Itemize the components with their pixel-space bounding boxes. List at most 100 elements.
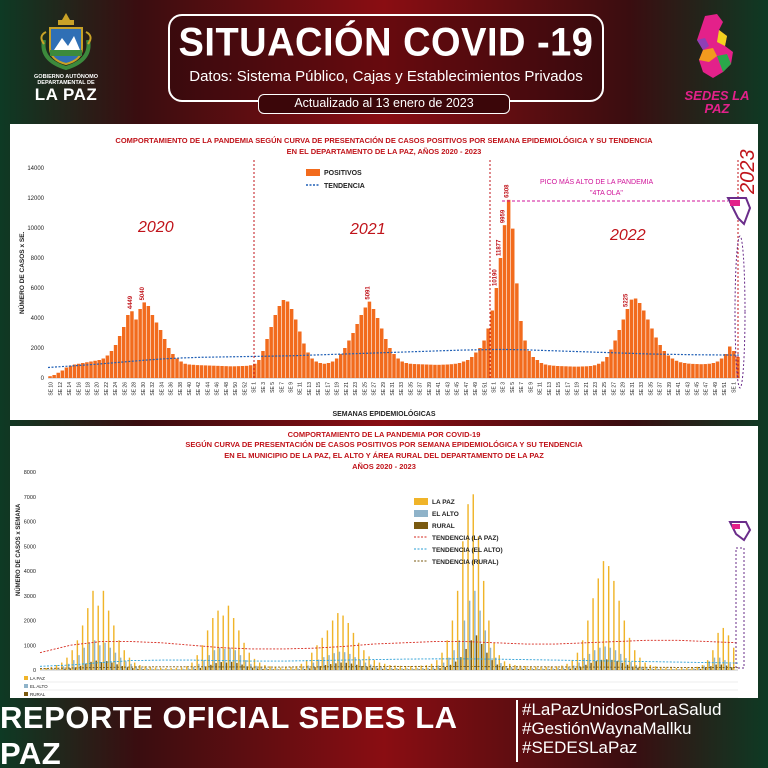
- chart2-bar-elalto: [182, 668, 184, 670]
- chart2-bar-rural: [69, 668, 71, 670]
- chart2-bar-rural: [303, 668, 306, 670]
- chart1-bar: [89, 361, 93, 378]
- chart2-bar-lapaz: [66, 657, 68, 670]
- chart1-bar: [375, 318, 380, 378]
- chart2-bar-elalto: [208, 655, 210, 670]
- chart1-bar: [248, 365, 253, 378]
- chart1-xtick: SE 9: [289, 382, 295, 393]
- chart2-bar-lapaz: [45, 668, 47, 670]
- chart2-bar-elalto: [453, 650, 455, 670]
- chart2-bar-elalto: [187, 668, 190, 670]
- chart1-xtick: SE 21: [584, 382, 590, 396]
- chart2-bar-elalto: [547, 668, 549, 670]
- chart1-bar: [490, 310, 495, 378]
- chart1-data-label: 11877: [496, 239, 502, 256]
- chart2-bar-rural: [595, 661, 598, 670]
- chart1-bar: [670, 358, 675, 378]
- chart1-data-label: 4449: [128, 295, 134, 309]
- chart2-bar-elalto: [307, 665, 309, 670]
- chart1-bar: [293, 319, 298, 378]
- chart1-bar: [445, 364, 449, 378]
- chart1-bar: [674, 360, 679, 378]
- legend-lapaz-swatch: [414, 498, 428, 505]
- chart1-bar: [310, 358, 314, 378]
- chart2-bar-lapaz: [696, 666, 698, 670]
- chart2-bar-rural: [402, 669, 405, 670]
- chart2-bar-lapaz: [144, 666, 146, 670]
- chart1-bar: [572, 366, 576, 378]
- chart2-bar-lapaz: [206, 630, 209, 670]
- chart2-bar-elalto: [724, 660, 726, 670]
- chart2-bar-rural: [251, 667, 254, 670]
- chart1-bar: [64, 367, 69, 378]
- chart2-bar-elalto: [625, 658, 627, 670]
- chart1-bar: [122, 327, 126, 378]
- chart1-bar: [273, 315, 278, 378]
- chart1-bar: [642, 310, 646, 378]
- chart2-bar-elalto: [599, 647, 601, 670]
- chart2-bar-rural: [538, 669, 540, 670]
- chart2-bar-elalto: [229, 647, 231, 670]
- chart1-bar: [207, 365, 212, 378]
- chart2-bar-rural: [418, 669, 420, 670]
- chart2-bar-rural: [361, 666, 363, 670]
- chart2-bar-lapaz: [441, 652, 443, 670]
- chart1-bar: [416, 364, 421, 378]
- chart2-bar-elalto: [672, 669, 674, 670]
- chart-panel-municipalities: COMPORTAMIENTO DE LA PANDEMIA POR COVID-…: [10, 426, 758, 698]
- chart2-bar-rural: [527, 669, 530, 670]
- chart1-xtick: SE 52: [242, 382, 248, 396]
- chart1-ytick: 14000: [27, 166, 44, 172]
- chart2-bar-rural: [548, 669, 551, 670]
- chart2-bar-lapaz: [165, 668, 167, 670]
- chart1-xtick: SE 49: [473, 382, 479, 396]
- chart2-bar-rural: [517, 668, 519, 670]
- chart2-bar-lapaz: [550, 666, 553, 670]
- chart2-bar-rural: [507, 668, 509, 670]
- chart1-bar: [265, 339, 269, 378]
- chart1-bar: [240, 366, 245, 378]
- chart2-bar-lapaz: [305, 660, 308, 670]
- chart2-bar-lapaz: [357, 642, 360, 670]
- chart1-xtick: SE 10: [49, 382, 55, 396]
- chart2-bar-rural: [642, 668, 644, 670]
- chart2-bar-rural: [475, 635, 478, 670]
- chart1-bar: [429, 364, 433, 378]
- chart1-xtick: SE 24: [113, 382, 119, 396]
- chart2-bar-rural: [543, 669, 545, 670]
- chart1-xtick: SE 41: [436, 382, 442, 396]
- chart2-bar-elalto: [437, 665, 440, 670]
- chart2-bar-elalto: [390, 667, 393, 670]
- chart1-data-label: 9959: [501, 209, 507, 223]
- chart2-bar-lapaz: [170, 668, 172, 670]
- chart2-bar-rural: [569, 668, 571, 670]
- chart1-bar: [461, 361, 466, 378]
- chart1-bar: [60, 370, 65, 378]
- chart1-bar: [433, 364, 437, 378]
- chart1-xtick: SE 17: [325, 382, 331, 396]
- chart1-bar: [212, 365, 216, 378]
- chart1-bar: [588, 366, 593, 378]
- chart1-bar: [482, 340, 486, 378]
- chart2-bar-rural: [382, 668, 384, 670]
- chart1-bar: [498, 258, 503, 378]
- chart2-bar-lapaz: [410, 666, 412, 670]
- chart2-bar-rural: [590, 662, 592, 670]
- sedes-logo: SEDES LA PAZ: [682, 12, 752, 115]
- chart2-ytick: 5000: [24, 544, 36, 550]
- chart2-bar-lapaz: [472, 494, 474, 670]
- chart2-bar-elalto: [291, 668, 294, 670]
- chart1-xtick: SE 13: [547, 382, 553, 396]
- sedes-label: SEDES LA PAZ: [684, 88, 750, 116]
- chart2-bar-elalto: [661, 668, 664, 670]
- chart2-bar-rural: [371, 667, 374, 670]
- chart2-bar-elalto: [588, 653, 591, 670]
- chart2-bar-rural: [408, 669, 410, 670]
- chart1-bar: [408, 363, 413, 378]
- chart1-bar: [302, 343, 306, 378]
- chart2-bar-lapaz: [456, 590, 459, 670]
- chart2-bar-rural: [376, 668, 379, 670]
- chart1-bar: [367, 301, 372, 378]
- chart2-bar-elalto: [432, 667, 434, 670]
- chart1-bar: [662, 351, 666, 378]
